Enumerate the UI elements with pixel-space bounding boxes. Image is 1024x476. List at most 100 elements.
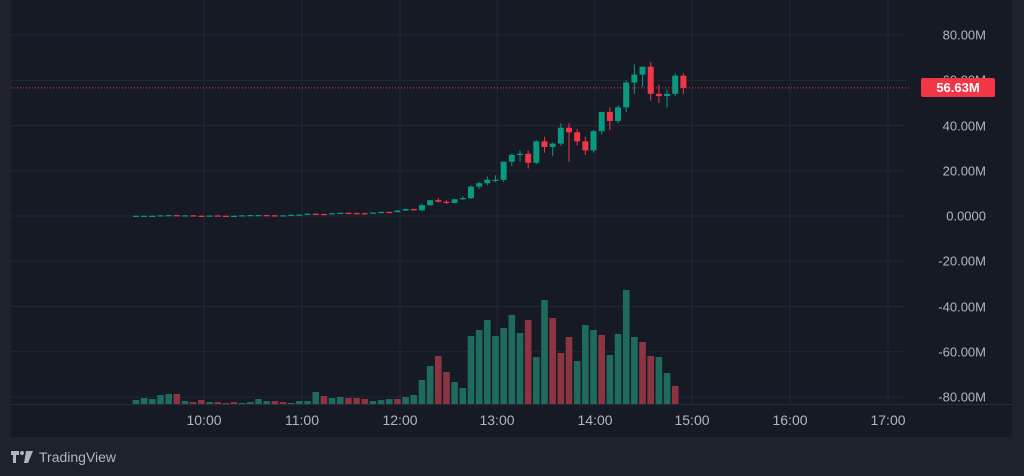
time-axis-label: 14:00 bbox=[577, 412, 613, 428]
time-axis-label: 15:00 bbox=[674, 412, 710, 428]
volume-bar bbox=[140, 398, 148, 404]
candle-body bbox=[361, 213, 368, 215]
volume-bar bbox=[459, 388, 467, 404]
volume-bar bbox=[516, 333, 524, 404]
price-axis-label: 40.00M bbox=[942, 118, 986, 133]
volume-bar bbox=[655, 357, 663, 404]
volume-bar bbox=[467, 336, 475, 404]
volume-bar bbox=[165, 394, 172, 404]
price-axis-label: 20.00M bbox=[942, 163, 986, 179]
volume-bar bbox=[484, 320, 491, 404]
time-axis-label: 10:00 bbox=[186, 412, 222, 428]
volume-bar bbox=[271, 401, 279, 404]
candle-body bbox=[418, 205, 425, 211]
volume-bar bbox=[590, 330, 597, 404]
candle-body bbox=[680, 75, 687, 88]
candle-body bbox=[337, 212, 344, 215]
volume-bar bbox=[565, 337, 573, 404]
chart-canvas[interactable] bbox=[11, 0, 1012, 437]
volume-bar bbox=[263, 401, 271, 404]
volume-bar bbox=[214, 402, 221, 404]
volume-bar bbox=[508, 315, 516, 404]
time-axis-label: 17:00 bbox=[870, 412, 906, 428]
candle-body bbox=[525, 153, 532, 163]
price-axis-label: -60.00M bbox=[938, 344, 986, 360]
chart-pane[interactable]: 80.00M60.00M40.00M20.00M0.0000-20.00M-40… bbox=[11, 0, 1012, 437]
candle-body bbox=[541, 141, 548, 147]
volume-bar bbox=[631, 337, 638, 404]
volume-bar bbox=[361, 399, 369, 404]
volume-bar bbox=[181, 401, 189, 404]
candle-body bbox=[459, 198, 466, 200]
candle-body bbox=[484, 179, 491, 184]
candle-body bbox=[165, 215, 172, 217]
candle-body bbox=[639, 66, 646, 75]
candle-body bbox=[516, 153, 523, 155]
candle-body bbox=[451, 199, 458, 203]
volume-bar bbox=[320, 396, 328, 404]
candle-body bbox=[133, 215, 139, 217]
price-axis-label: 0.0000 bbox=[946, 208, 986, 224]
candle-body bbox=[288, 214, 295, 217]
volume-bar bbox=[443, 372, 450, 404]
candle-body bbox=[329, 213, 336, 215]
time-axis-label: 16:00 bbox=[772, 412, 808, 428]
tradingview-logo-icon bbox=[11, 451, 33, 463]
candle-body bbox=[623, 82, 630, 108]
candle-body bbox=[574, 132, 581, 142]
candle-body bbox=[263, 215, 270, 217]
candle-body bbox=[353, 213, 360, 215]
candle-body bbox=[492, 179, 499, 181]
candle-body bbox=[549, 143, 556, 147]
volume-bar bbox=[377, 400, 385, 404]
candle-body bbox=[141, 215, 148, 217]
price-axis-label: 80.00M bbox=[942, 27, 986, 43]
volume-bar bbox=[524, 320, 532, 404]
volume-bar bbox=[426, 366, 434, 404]
volume-bar bbox=[149, 399, 156, 404]
volume-bar bbox=[557, 353, 565, 404]
candle-body bbox=[190, 215, 197, 217]
volume-bar bbox=[500, 328, 507, 404]
volume-bar bbox=[614, 334, 622, 404]
volume-bar bbox=[402, 397, 409, 404]
volume-bar bbox=[541, 300, 548, 404]
volume-bar bbox=[639, 342, 646, 404]
candle-body bbox=[500, 161, 507, 180]
candle-body bbox=[647, 66, 654, 94]
candle-body bbox=[320, 213, 327, 216]
volume-bar bbox=[222, 403, 230, 404]
price-axis-label: -80.00M bbox=[938, 389, 986, 405]
price-axis-label: -20.00M bbox=[938, 253, 986, 269]
volume-bar bbox=[418, 380, 426, 404]
volume-bar bbox=[238, 403, 246, 404]
candle-body bbox=[443, 201, 450, 203]
candle-body bbox=[198, 215, 205, 217]
volume-bar bbox=[353, 398, 360, 404]
volume-bar bbox=[279, 402, 287, 404]
last-price-badge: 56.63M bbox=[921, 78, 995, 98]
volume-bar bbox=[434, 356, 442, 404]
volume-bar bbox=[345, 398, 352, 404]
candle-body bbox=[173, 215, 180, 217]
candle-body bbox=[394, 210, 401, 213]
candle-body bbox=[467, 186, 474, 199]
candle-body bbox=[312, 213, 319, 215]
candle-body bbox=[615, 107, 622, 121]
candle-body bbox=[582, 141, 589, 151]
volume-bar bbox=[247, 402, 254, 404]
candle-body bbox=[271, 215, 278, 217]
right-edge-strip bbox=[1012, 0, 1024, 476]
candle-body bbox=[378, 211, 385, 214]
tradingview-logo[interactable]: TradingView bbox=[11, 449, 116, 465]
volume-bar bbox=[255, 399, 262, 404]
candle-body bbox=[369, 212, 376, 214]
time-axis-label: 11:00 bbox=[285, 412, 319, 428]
candle-body bbox=[231, 215, 238, 217]
volume-bar bbox=[582, 325, 589, 404]
candle-body bbox=[672, 75, 679, 94]
volume-bar bbox=[336, 397, 344, 404]
time-axis-label: 12:00 bbox=[382, 412, 418, 428]
candle-body bbox=[304, 213, 311, 215]
time-axis-label: 13:00 bbox=[479, 412, 515, 428]
